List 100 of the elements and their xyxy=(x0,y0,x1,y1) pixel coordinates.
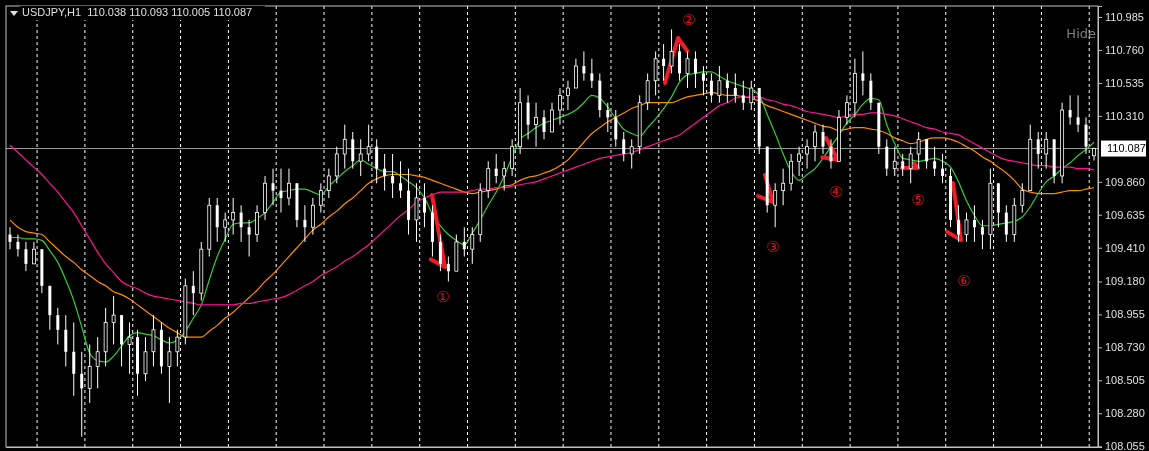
candlestick xyxy=(574,58,578,89)
candlestick xyxy=(1004,204,1008,243)
candlestick xyxy=(869,72,873,111)
y-tick-label: 108.280 xyxy=(1105,407,1145,420)
y-tick-label: 110.985 xyxy=(1105,11,1144,24)
candlestick xyxy=(72,321,76,397)
candlestick xyxy=(111,295,116,345)
candlestick xyxy=(629,138,634,170)
candlestick xyxy=(925,138,929,170)
candlestick xyxy=(56,307,60,345)
candlestick xyxy=(717,65,722,104)
annotation: ④ xyxy=(829,183,843,202)
y-tick-label: 109.860 xyxy=(1105,175,1145,188)
candlestick xyxy=(885,138,889,177)
candlestick xyxy=(662,43,666,82)
candlestick xyxy=(494,153,498,184)
candlestick xyxy=(24,241,28,272)
chart-title: USDJPY,H1 110.038 110.093 110.005 110.087 xyxy=(22,6,253,18)
candlestick xyxy=(964,212,969,243)
candlestick xyxy=(669,28,674,74)
candlestick xyxy=(813,124,817,162)
candlestick xyxy=(590,58,594,89)
candlestick xyxy=(375,138,379,184)
y-tick-label: 109.635 xyxy=(1105,208,1145,221)
candlestick xyxy=(534,102,538,148)
candlestick xyxy=(861,50,865,96)
candlestick xyxy=(279,168,283,214)
candlestick xyxy=(781,168,786,206)
candlestick xyxy=(486,160,491,199)
candlestick xyxy=(446,256,450,282)
candlestick xyxy=(215,197,219,243)
candlestick xyxy=(303,204,307,243)
candlestick xyxy=(933,146,937,177)
candlestick xyxy=(980,219,984,250)
candlestick xyxy=(901,153,905,177)
candlestick xyxy=(167,336,172,404)
annotation: ③ xyxy=(766,238,780,257)
candlestick xyxy=(287,168,291,206)
candlestick xyxy=(502,160,507,192)
y-tick-label: 109.410 xyxy=(1105,241,1145,254)
candlestick xyxy=(255,204,259,243)
annotation: ① xyxy=(436,288,450,307)
candlestick xyxy=(821,124,825,155)
candlestick xyxy=(972,204,976,243)
y-tick-label: 108.055 xyxy=(1105,440,1145,451)
y-tick-label: 108.730 xyxy=(1105,341,1145,354)
candlestick xyxy=(566,80,570,111)
candlestick xyxy=(725,72,729,104)
candlestick xyxy=(399,160,403,199)
y-tick-label: 109.180 xyxy=(1105,275,1145,288)
y-tick-label: 108.505 xyxy=(1105,374,1145,387)
candlestick xyxy=(805,138,809,170)
candlestick xyxy=(95,336,100,389)
y-tick-label: 108.955 xyxy=(1105,308,1145,321)
candlestick xyxy=(422,182,426,228)
candlestick xyxy=(239,204,243,243)
candlestick xyxy=(151,314,156,367)
candlestick xyxy=(693,50,697,89)
candlestick xyxy=(391,153,395,199)
candlestick xyxy=(64,314,68,367)
candlestick xyxy=(685,50,690,89)
candlestick xyxy=(773,182,778,228)
candlestick xyxy=(741,80,745,111)
candlestick xyxy=(438,234,442,272)
candlestick xyxy=(622,131,626,162)
candlestick xyxy=(8,226,12,250)
candlestick xyxy=(733,72,737,104)
candlestick xyxy=(326,168,331,199)
candlestick xyxy=(383,153,387,192)
candlestick xyxy=(334,146,339,184)
candlestick xyxy=(550,102,554,133)
candlestick xyxy=(709,72,713,104)
candlestick xyxy=(342,124,347,170)
annotation: Hide xyxy=(1066,26,1096,41)
candlestick xyxy=(582,50,586,82)
annotation: ② xyxy=(682,11,696,30)
candlestick xyxy=(678,43,682,82)
candlestick xyxy=(351,131,355,170)
candlestick xyxy=(87,343,92,404)
candlestick xyxy=(526,94,530,140)
candlestick xyxy=(645,72,650,111)
candlestick xyxy=(1076,94,1080,133)
candlestick xyxy=(16,234,20,258)
candlestick xyxy=(908,146,913,184)
ref-line-label: 110.087 xyxy=(1107,142,1146,155)
candlestick xyxy=(1044,131,1049,170)
y-tick-label: 110.310 xyxy=(1105,109,1144,122)
y-tick-label: 110.535 xyxy=(1105,76,1144,89)
candlestick xyxy=(1020,182,1025,214)
candlestick xyxy=(143,336,148,382)
candlestick xyxy=(829,138,833,170)
candlestick xyxy=(310,197,315,236)
candlestick xyxy=(1068,94,1072,126)
candlestick xyxy=(358,138,363,177)
candlestick xyxy=(789,153,794,192)
candlestick xyxy=(957,204,961,243)
candlestick xyxy=(191,270,195,316)
candlestick xyxy=(542,109,546,140)
candlestick xyxy=(470,226,475,265)
candlestick xyxy=(916,131,921,170)
